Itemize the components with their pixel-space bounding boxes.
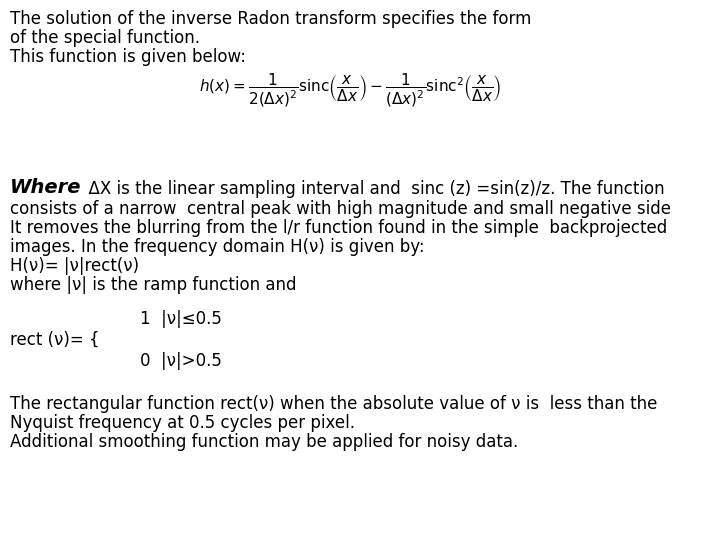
Text: Additional smoothing function may be applied for noisy data.: Additional smoothing function may be app… (10, 433, 518, 451)
Text: 1  |ν|≤0.5: 1 |ν|≤0.5 (140, 310, 222, 328)
Text: images. In the frequency domain H(ν) is given by:: images. In the frequency domain H(ν) is … (10, 238, 425, 256)
Text: ΔX is the linear sampling interval and  sinc (z) =sin(z)/z. The function: ΔX is the linear sampling interval and s… (78, 180, 665, 198)
Text: $h(x) = \dfrac{1}{2(\Delta x)^2}\mathrm{sinc}\left(\dfrac{x}{\Delta x}\right) - : $h(x) = \dfrac{1}{2(\Delta x)^2}\mathrm{… (199, 72, 501, 110)
Text: The rectangular function rect(ν) when the absolute value of ν is  less than the: The rectangular function rect(ν) when th… (10, 395, 657, 413)
Text: 0  |ν|>0.5: 0 |ν|>0.5 (140, 352, 222, 370)
Text: rect (ν)= {: rect (ν)= { (10, 331, 99, 349)
Text: It removes the blurring from the l/r function found in the simple  backprojected: It removes the blurring from the l/r fun… (10, 219, 667, 237)
Text: Nyquist frequency at 0.5 cycles per pixel.: Nyquist frequency at 0.5 cycles per pixe… (10, 414, 355, 432)
Text: The solution of the inverse Radon transform specifies the form: The solution of the inverse Radon transf… (10, 10, 531, 28)
Text: consists of a narrow  central peak with high magnitude and small negative side: consists of a narrow central peak with h… (10, 200, 671, 218)
Text: This function is given below:: This function is given below: (10, 48, 246, 66)
Text: where |ν| is the ramp function and: where |ν| is the ramp function and (10, 276, 297, 294)
Text: Where: Where (10, 178, 81, 197)
Text: H(ν)= |ν|rect(ν): H(ν)= |ν|rect(ν) (10, 257, 139, 275)
Text: of the special function.: of the special function. (10, 29, 200, 47)
